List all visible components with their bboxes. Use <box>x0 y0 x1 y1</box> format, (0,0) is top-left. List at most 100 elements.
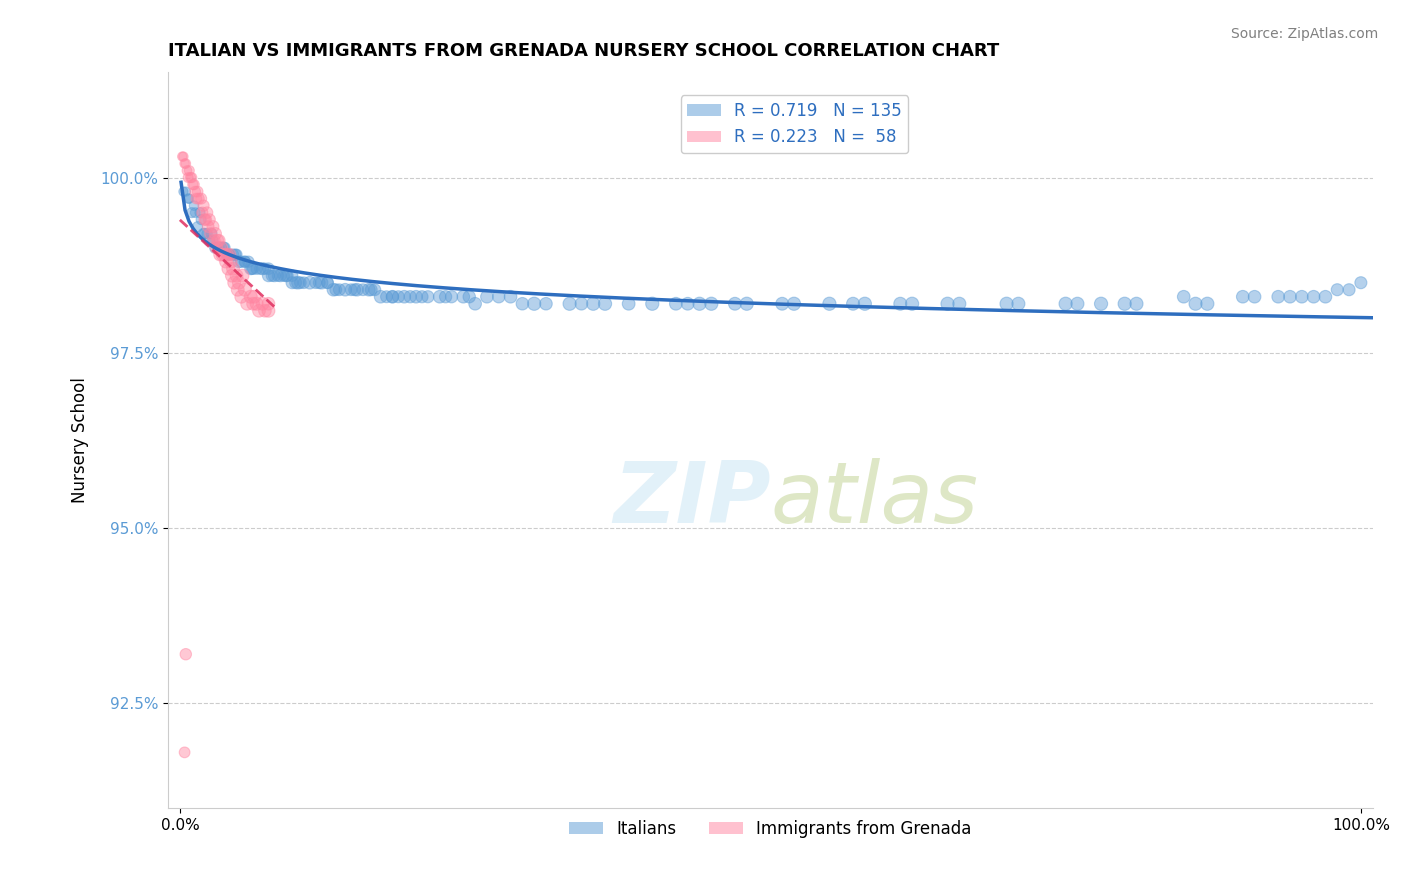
Point <box>236 297 259 311</box>
Point <box>267 268 290 283</box>
Point <box>195 205 218 219</box>
Point <box>253 303 276 318</box>
Point <box>242 261 264 276</box>
Point <box>370 290 392 304</box>
Point <box>184 185 207 199</box>
Point <box>172 185 194 199</box>
Point <box>246 297 269 311</box>
Point <box>243 290 266 304</box>
Point <box>208 248 231 262</box>
Point <box>676 297 699 311</box>
Point <box>187 192 209 206</box>
Point <box>188 205 211 219</box>
Point <box>783 297 806 311</box>
Point <box>343 283 366 297</box>
Point <box>194 212 217 227</box>
Point <box>311 276 333 290</box>
Point <box>183 199 205 213</box>
Point <box>381 290 404 304</box>
Point <box>335 283 357 297</box>
Text: Source: ZipAtlas.com: Source: ZipAtlas.com <box>1230 27 1378 41</box>
Point <box>375 290 398 304</box>
Point <box>172 149 194 163</box>
Point <box>1090 297 1112 311</box>
Point <box>211 248 233 262</box>
Point <box>322 283 344 297</box>
Point <box>394 290 416 304</box>
Point <box>617 297 640 311</box>
Point <box>201 234 224 248</box>
Point <box>700 297 723 311</box>
Point <box>174 156 197 170</box>
Point <box>201 227 224 241</box>
Point <box>499 290 522 304</box>
Point <box>217 248 239 262</box>
Point <box>225 268 247 283</box>
Point <box>281 268 304 283</box>
Point <box>558 297 581 311</box>
Point <box>340 283 363 297</box>
Point <box>724 297 747 311</box>
Point <box>316 276 339 290</box>
Point <box>453 290 475 304</box>
Point <box>228 276 250 290</box>
Legend: Italians, Immigrants from Grenada: Italians, Immigrants from Grenada <box>562 813 979 844</box>
Point <box>1315 290 1337 304</box>
Point <box>187 219 209 234</box>
Point <box>689 297 711 311</box>
Point <box>325 283 347 297</box>
Point <box>191 205 214 219</box>
Point <box>231 290 253 304</box>
Point <box>252 297 274 311</box>
Point <box>889 297 911 311</box>
Point <box>387 290 409 304</box>
Point <box>582 297 605 311</box>
Point <box>194 212 217 227</box>
Point <box>364 283 387 297</box>
Point <box>217 248 239 262</box>
Point <box>224 276 246 290</box>
Point <box>177 170 200 185</box>
Point <box>190 192 212 206</box>
Point <box>260 268 283 283</box>
Point <box>195 227 218 241</box>
Point <box>818 297 841 311</box>
Point <box>328 283 350 297</box>
Point <box>173 156 195 170</box>
Y-axis label: Nursery School: Nursery School <box>72 377 89 503</box>
Point <box>172 149 194 163</box>
Point <box>346 283 368 297</box>
Point <box>180 170 202 185</box>
Point <box>1326 283 1348 297</box>
Point <box>292 276 315 290</box>
Text: atlas: atlas <box>770 458 979 541</box>
Point <box>257 261 280 276</box>
Point <box>1173 290 1195 304</box>
Point <box>1184 297 1206 311</box>
Point <box>488 290 510 304</box>
Point <box>842 297 865 311</box>
Point <box>464 297 486 311</box>
Point <box>1267 290 1289 304</box>
Point <box>200 227 222 241</box>
Point <box>174 647 197 661</box>
Point <box>948 297 970 311</box>
Point <box>240 261 263 276</box>
Point <box>1125 297 1147 311</box>
Point <box>290 276 312 290</box>
Point <box>218 248 240 262</box>
Point <box>399 290 422 304</box>
Point <box>231 268 253 283</box>
Point <box>405 290 427 304</box>
Point <box>434 290 457 304</box>
Point <box>197 219 219 234</box>
Point <box>222 248 245 262</box>
Point <box>198 212 221 227</box>
Point <box>204 241 226 255</box>
Point <box>263 268 285 283</box>
Point <box>233 254 256 268</box>
Point <box>247 303 270 318</box>
Point <box>215 254 238 268</box>
Point <box>174 185 197 199</box>
Point <box>214 248 236 262</box>
